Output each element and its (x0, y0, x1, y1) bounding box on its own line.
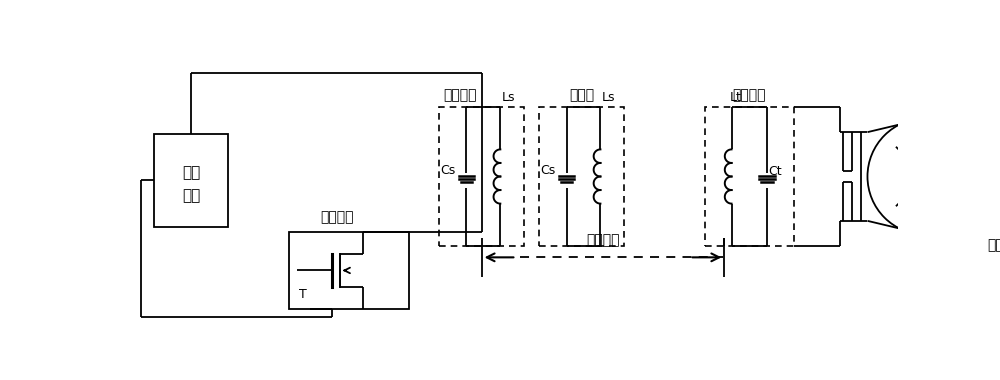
Text: T: T (299, 288, 307, 301)
Text: Cs: Cs (541, 163, 556, 177)
Text: Lt: Lt (730, 91, 742, 104)
Text: 传输距离: 传输距离 (586, 233, 620, 247)
Text: 开关电路: 开关电路 (321, 210, 354, 224)
Text: Ct: Ct (769, 165, 782, 178)
Text: Ls: Ls (602, 91, 615, 104)
Text: 灯泡: 灯泡 (988, 239, 1000, 253)
Text: Cs: Cs (440, 163, 456, 177)
Text: 直流: 直流 (182, 165, 200, 180)
Text: 增强器: 增强器 (569, 88, 594, 102)
Text: 接收电路: 接收电路 (733, 88, 766, 102)
Text: Ls: Ls (502, 91, 515, 104)
Text: 电源: 电源 (182, 188, 200, 203)
Text: 发射电路: 发射电路 (444, 88, 477, 102)
